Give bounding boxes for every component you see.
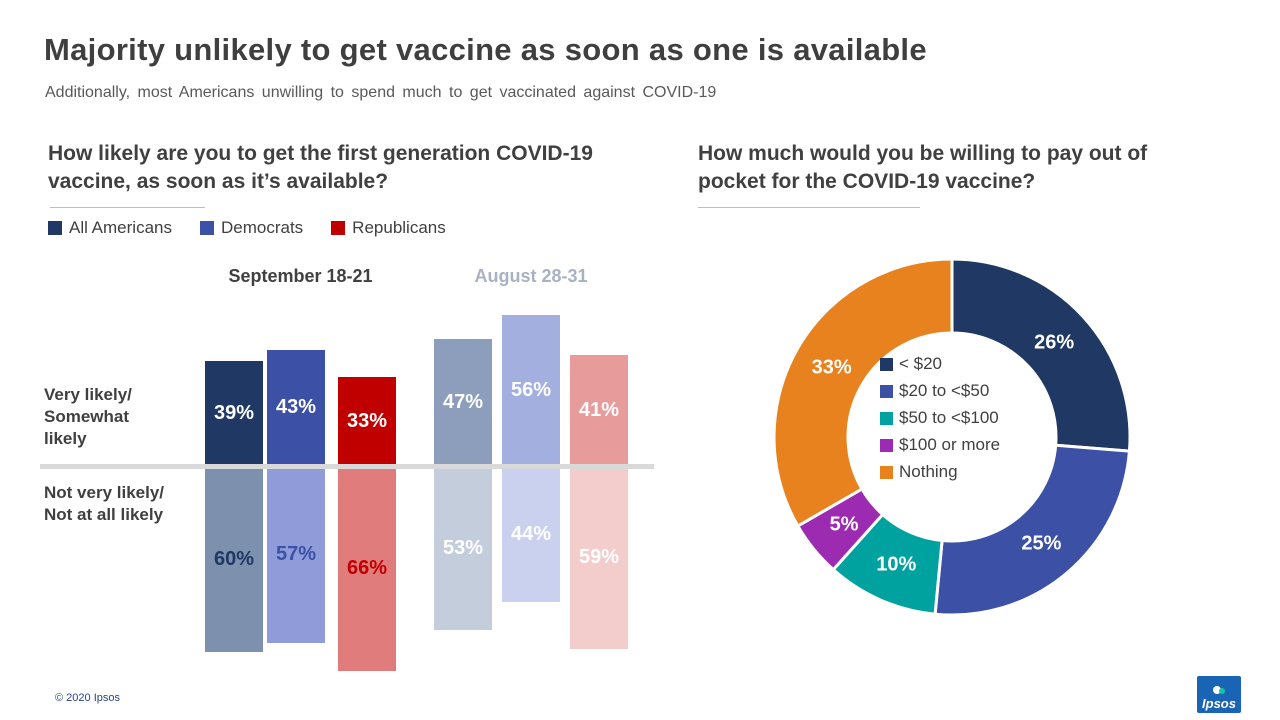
- question-underline-right: [698, 207, 920, 208]
- bar-top-august-28-31-republicans: 41%: [570, 355, 628, 466]
- legend-swatch: [880, 384, 893, 398]
- bar-value-label: 39%: [213, 401, 255, 424]
- donut-slice-value-label: 25%: [1021, 532, 1061, 554]
- bar-value-label: 66%: [346, 556, 388, 579]
- axis-baseline: [40, 464, 654, 469]
- bar-chart-legend: All Americans Democrats Republicans: [48, 218, 446, 238]
- donut-legend-item-100-or-more: $100 or more: [880, 435, 1000, 455]
- copyright: © 2020 Ipsos: [55, 692, 120, 704]
- slide-subtitle: Additionally, most Americans unwilling t…: [45, 84, 717, 101]
- legend-label: $20 to <$50: [899, 381, 990, 400]
- donut-slice-20-to-50: [933, 443, 1132, 617]
- legend-label: All Americans: [69, 218, 172, 237]
- bar-top-september-18-21-democrats: 43%: [267, 349, 325, 466]
- legend-label: $100 or more: [899, 435, 1001, 454]
- legend-swatch: [48, 221, 62, 235]
- donut-legend-item-20: < $20: [880, 354, 1000, 374]
- donut-slice-nothing: [772, 257, 954, 529]
- bar-value-label: 56%: [510, 378, 552, 401]
- donut-legend: < $20 $20 to <$50 $50 to <$100 $100 or more…: [880, 354, 1000, 482]
- bar-bottom-september-18-21-republicans: 66%: [338, 466, 396, 671]
- ipsos-logo-text: Ipsos: [1202, 696, 1236, 711]
- question-underline-left: [50, 207, 205, 208]
- donut-chart: 26% 25% 10% 5% 33%: [772, 257, 1132, 617]
- slide-title: Majority unlikely to get vaccine as soon…: [44, 32, 927, 67]
- bar-top-september-18-21-republicans: 33%: [338, 376, 396, 466]
- bar-bottom-august-28-31-democrats: 44%: [502, 466, 560, 603]
- legend-swatch: [331, 221, 346, 235]
- legend-swatch: [199, 221, 214, 235]
- legend-label: Republicans: [352, 218, 446, 237]
- bar-top-august-28-31-democrats: 56%: [502, 314, 560, 466]
- legend-item-democrats: Democrats: [199, 218, 304, 238]
- donut-slice-value-label: 10%: [876, 553, 916, 575]
- bar-bottom-september-18-21-democrats: 57%: [267, 466, 325, 643]
- donut-slice-value-label: 33%: [812, 357, 852, 379]
- bar-value-label: 57%: [275, 542, 317, 565]
- legend-swatch: [880, 357, 893, 371]
- donut-legend-item-50-to-100: $50 to <$100: [880, 408, 1000, 428]
- bar-top-august-28-31-all-americans: 47%: [434, 339, 492, 466]
- legend-label: $50 to <$100: [899, 408, 999, 427]
- bar-value-label: 44%: [510, 522, 552, 545]
- row-label-not-likely: Not very likely/ Not at all likely: [44, 483, 165, 524]
- legend-label: Democrats: [220, 218, 304, 237]
- donut-slice-value-label: 26%: [1034, 332, 1074, 354]
- donut-slice-value-label: 5%: [830, 514, 859, 536]
- bar-value-label: 60%: [213, 547, 255, 570]
- bar-value-label: 41%: [578, 399, 620, 422]
- bar-bottom-august-28-31-all-americans: 53%: [434, 466, 492, 631]
- donut-slice-20: [950, 257, 1132, 453]
- ipsos-logo-mark-icon: [1212, 686, 1226, 695]
- legend-item-all-americans: All Americans: [48, 218, 172, 238]
- bar-bottom-august-28-31-republicans: 59%: [570, 466, 628, 649]
- legend-item-republicans: Republicans: [331, 218, 446, 238]
- bar-value-label: 59%: [578, 545, 620, 568]
- donut-chart-question: How much would you be willing to pay out…: [698, 142, 1148, 193]
- row-label-likely: Very likely/ Somewhat likely: [44, 385, 132, 448]
- group-header-september-18-21: September 18-21: [228, 266, 373, 286]
- group-header-august-28-31: August 28-31: [474, 266, 588, 286]
- legend-label: Nothing: [899, 462, 958, 481]
- bar-value-label: 43%: [275, 396, 317, 419]
- legend-swatch: [880, 411, 893, 425]
- donut-legend-item-nothing: Nothing: [880, 462, 1000, 482]
- donut-legend-item-20-to-50: $20 to <$50: [880, 381, 1000, 401]
- bar-value-label: 33%: [346, 409, 388, 432]
- legend-swatch: [880, 465, 893, 479]
- ipsos-logo: Ipsos: [1197, 676, 1241, 713]
- legend-label: < $20: [899, 354, 943, 373]
- bar-value-label: 53%: [442, 536, 484, 559]
- bar-bottom-september-18-21-all-americans: 60%: [205, 466, 263, 652]
- bar-value-label: 47%: [442, 391, 484, 414]
- bar-chart-question: How likely are you to get the first gene…: [48, 142, 593, 193]
- diverging-bar-chart: September 18-21 39% 60% 43% 57% 33% 66% August …: [40, 266, 654, 700]
- bar-top-september-18-21-all-americans: 39%: [205, 360, 263, 466]
- legend-swatch: [880, 438, 893, 452]
